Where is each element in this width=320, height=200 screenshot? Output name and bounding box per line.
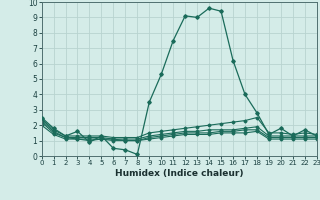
X-axis label: Humidex (Indice chaleur): Humidex (Indice chaleur) [115,169,244,178]
